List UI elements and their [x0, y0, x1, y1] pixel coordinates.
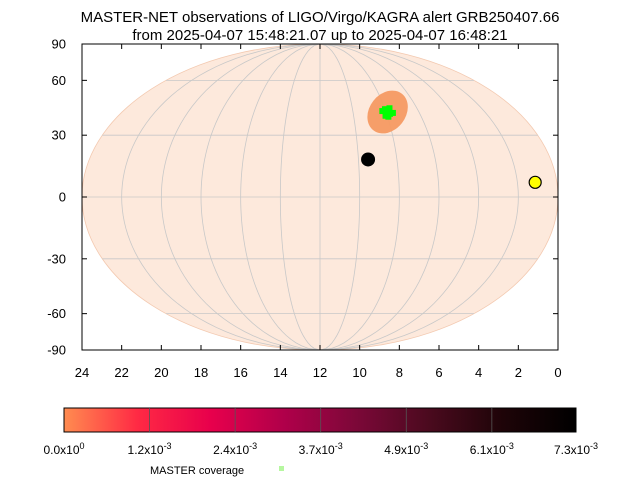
- coverage-point: [386, 105, 393, 112]
- coverage-point: [385, 113, 392, 120]
- colorbar-tick-label: 7.3x10-3: [554, 441, 598, 457]
- x-tick-label: 22: [114, 365, 128, 380]
- y-tick-label: -90: [47, 343, 66, 358]
- x-tick-label: 10: [352, 365, 366, 380]
- colorbar-tick-label: 6.1x10-3: [470, 441, 514, 457]
- colorbar-tick-label: 0.0x100: [43, 441, 84, 457]
- y-tick-label: -30: [47, 251, 66, 266]
- colorbar-tick-label: 1.2x10-3: [128, 441, 172, 457]
- x-tick-label: 0: [554, 365, 561, 380]
- y-tick-label: 90: [52, 37, 66, 52]
- x-tick-label: 2: [515, 365, 522, 380]
- legend-label: MASTER coverage: [150, 465, 244, 477]
- y-tick-label: -60: [47, 306, 66, 321]
- colorbar-tick-label: 2.4x10-3: [213, 441, 257, 457]
- x-tick-label: 24: [75, 365, 89, 380]
- x-tick-label: 18: [194, 365, 208, 380]
- y-tick-label: 60: [52, 73, 66, 88]
- x-tick-label: 16: [233, 365, 247, 380]
- chart-title-line1: MASTER-NET observations of LIGO/Virgo/KA…: [81, 9, 560, 26]
- x-tick-label: 4: [475, 365, 482, 380]
- x-tick-label: 8: [396, 365, 403, 380]
- moon-marker: [361, 152, 376, 167]
- x-tick-label: 12: [313, 365, 327, 380]
- legend: MASTER coverage: [150, 465, 284, 477]
- colorbar-tick-label: 4.9x10-3: [384, 441, 428, 457]
- coverage-point: [389, 109, 396, 116]
- sun-marker: [528, 175, 542, 189]
- chart-title-line2: from 2025-04-07 15:48:21.07 up to 2025-0…: [132, 27, 507, 44]
- coverage-point: [379, 108, 386, 115]
- y-tick-label: 0: [59, 190, 66, 205]
- x-tick-label: 6: [435, 365, 442, 380]
- colorbar-ticks: 0.0x100 1.2x10-3 2.4x10-3 3.7x10-3 4.9x10-3 6…: [43, 408, 598, 457]
- colorbar: 0.0x100 1.2x10-3 2.4x10-3 3.7x10-3 4.9x10-3 6…: [43, 407, 598, 457]
- plot-area: [81, 43, 559, 351]
- y-tick-label: 30: [52, 128, 66, 143]
- x-tick-label: 20: [154, 365, 168, 380]
- legend-marker: [279, 466, 284, 471]
- colorbar-tick-label: 3.7x10-3: [299, 441, 343, 457]
- x-tick-label: 14: [273, 365, 287, 380]
- colorbar-scale: [63, 407, 577, 433]
